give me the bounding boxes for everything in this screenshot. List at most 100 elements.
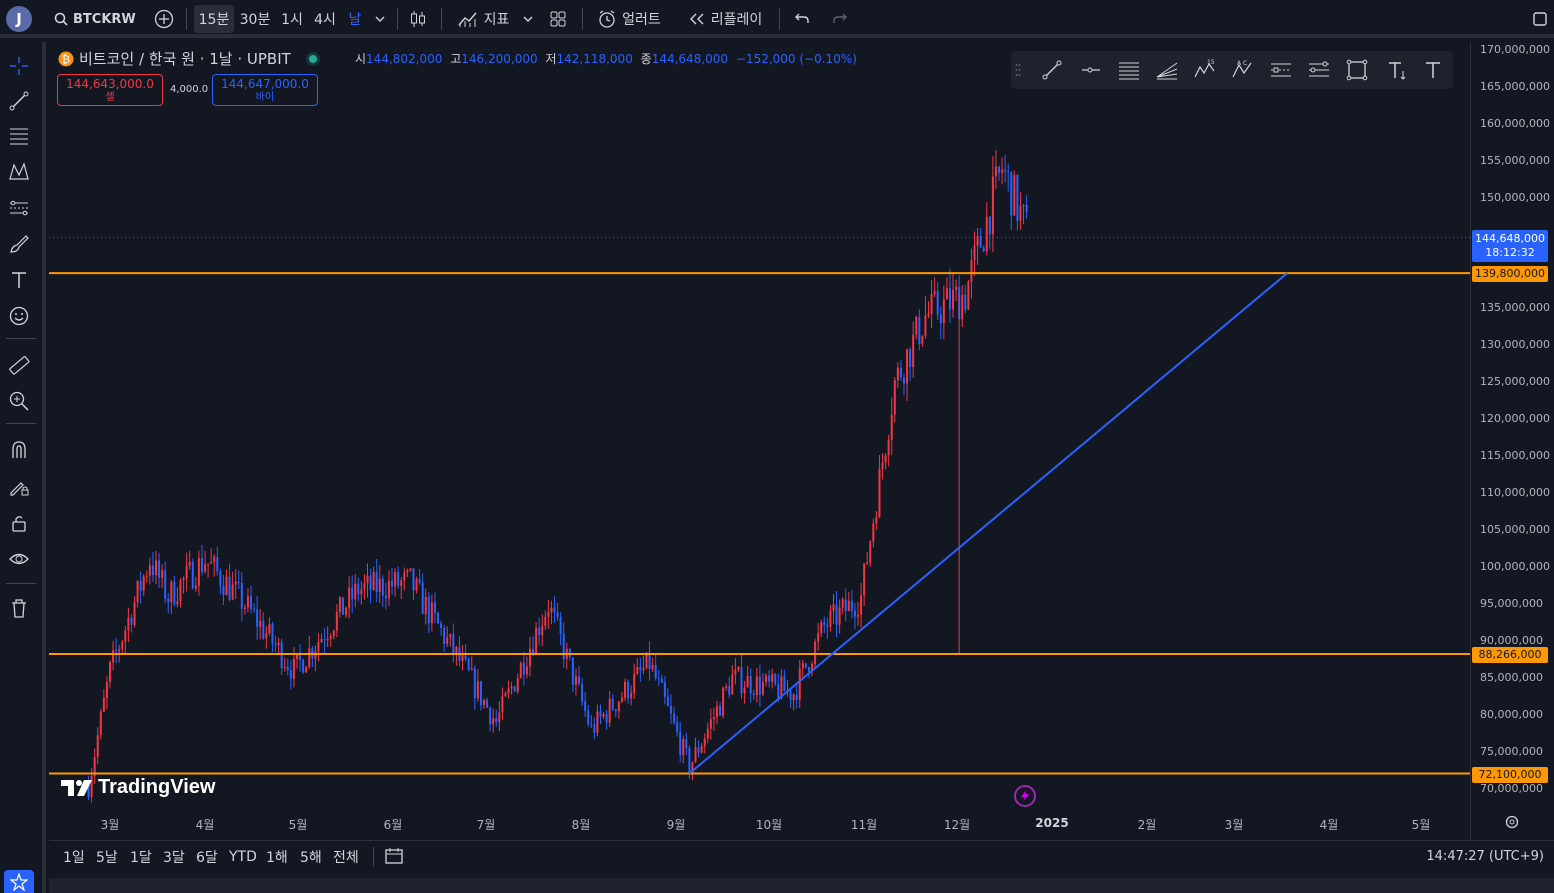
interval-30m[interactable]: 30분 [239,12,271,28]
trend-line [688,272,1288,775]
undo-button[interactable] [788,5,816,33]
candle-body [167,598,170,603]
time-label: 11월 [850,818,878,832]
interval-dropdown[interactable] [370,5,390,33]
range-3m[interactable]: 3달 [163,850,185,866]
range-all[interactable]: 전체 [333,850,359,866]
crosshair-tool[interactable] [5,52,33,80]
bottom-range-bar [49,840,1554,876]
favorites-button[interactable] [4,870,34,893]
forecasting-tool[interactable] [5,194,33,222]
goto-date-button[interactable] [384,847,404,869]
text-button[interactable] [1419,56,1447,84]
divider [373,847,374,867]
text-tool[interactable] [5,266,33,294]
timezone-clock[interactable]: 14:47:27 (UTC+9) [1426,849,1544,864]
fullscreen-button[interactable] [1530,5,1550,33]
price-label: 105,000,000 [1480,523,1550,536]
candle-body [449,634,452,638]
range-5y[interactable]: 5해 [300,850,322,866]
candle-body [605,713,608,723]
candle-body [731,674,734,695]
rewind-icon [689,13,704,25]
indicators-button[interactable]: 지표 [452,5,514,33]
user-avatar[interactable]: J [6,6,32,32]
candle-body [161,570,164,578]
chart-area[interactable] [49,42,1554,893]
anchored-text-button[interactable] [1383,56,1411,84]
symbol-title[interactable]: 비트코인 / 한국 원 · 1날 · UPBIT [79,50,291,68]
templates-dropdown[interactable] [518,5,538,33]
low-value: 142,118,000 [556,52,633,66]
stay-drawing-tool[interactable] [5,473,33,501]
abcd-pattern-button[interactable]: A C [1229,56,1257,84]
zoom-tool[interactable] [5,387,33,415]
candle-body [115,649,118,652]
parallel-channel-button[interactable] [1115,56,1143,84]
candle-body [222,586,225,595]
price-label: 170,000,000 [1480,43,1550,56]
drag-handle[interactable] [1011,56,1025,84]
sell-button[interactable]: 144,643,000.0 셀 [57,74,163,106]
elliott-wave-button[interactable]: 15 [1191,56,1219,84]
layout-button[interactable] [544,5,572,33]
pattern-tool[interactable] [5,158,33,186]
interval-1h[interactable]: 1시 [281,12,303,28]
rectangle-button[interactable] [1343,56,1371,84]
range-button[interactable] [1267,56,1295,84]
alert-button[interactable]: 얼러트 [592,5,666,33]
magnet-tool[interactable] [5,436,33,464]
price-chart[interactable] [49,42,1554,840]
redo-button[interactable] [826,5,854,33]
range-6m[interactable]: 6달 [196,850,218,866]
candle-body [271,624,274,644]
trend-line-tool[interactable] [5,87,33,115]
interval-day[interactable]: 날 [348,12,362,28]
fib-fan-button[interactable] [1153,56,1181,84]
interval-15m[interactable]: 15분 [194,5,234,33]
candle-body [912,334,915,368]
candle-body [553,607,556,613]
visibility-tool[interactable] [5,545,33,573]
replay-button[interactable]: 리플레이 [682,5,768,33]
candle-body [332,630,335,636]
candle-body [835,604,838,625]
candle-body [292,658,295,679]
fib-tool[interactable] [5,122,33,150]
candle-body [412,568,415,591]
candle-body [688,748,691,775]
trend-line-button[interactable] [1038,56,1066,84]
horizontal-ray-button[interactable] [1077,56,1105,84]
measure-tool[interactable] [5,351,33,379]
range-1y[interactable]: 1해 [266,850,288,866]
buy-button[interactable]: 144,647,000.0 바이 [212,74,318,106]
tradingview-watermark[interactable]: TradingView [60,776,215,799]
range-1d[interactable]: 1일 [63,850,85,866]
icon-tool[interactable] [5,302,33,330]
candle-body [608,698,611,723]
candle-body [237,581,240,583]
range-ytd[interactable]: YTD [229,849,257,865]
brush-tool[interactable] [5,230,33,258]
time-label: 3월 [100,818,120,832]
projection-button[interactable] [1305,56,1333,84]
range-5d[interactable]: 5날 [96,850,118,866]
chart-type-button[interactable] [404,5,432,33]
symbol-search[interactable]: BTCKRW [54,5,136,33]
sell-price: 144,643,000.0 [66,77,154,91]
compare-button[interactable] [150,5,178,33]
interval-4h[interactable]: 4시 [314,12,336,28]
axis-settings-button[interactable] [1504,814,1520,834]
candle-body [624,681,627,698]
candle-body [194,585,197,589]
price-label: 130,000,000 [1480,338,1550,351]
candle-body [783,676,786,692]
range-1m[interactable]: 1달 [130,850,152,866]
indicators-icon [458,12,477,27]
candle-body [357,583,360,595]
event-marker[interactable] [1014,785,1036,807]
lock-tool[interactable] [5,509,33,537]
price-axis[interactable] [1470,42,1554,840]
candle-body [578,676,581,684]
remove-drawings-tool[interactable] [5,594,33,622]
